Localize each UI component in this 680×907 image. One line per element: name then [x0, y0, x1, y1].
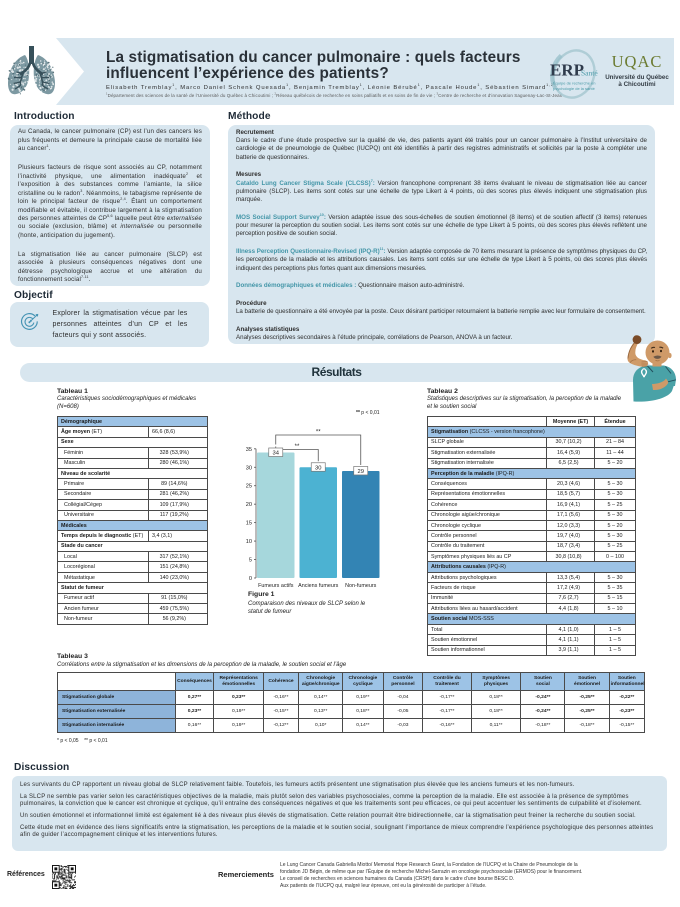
- svg-text:15: 15: [246, 521, 252, 527]
- svg-text:34: 34: [273, 450, 280, 456]
- svg-text:ERP: ERP: [550, 61, 584, 80]
- svg-text:10: 10: [246, 539, 252, 545]
- svg-text:Fumeurs actifs: Fumeurs actifs: [258, 583, 294, 589]
- svg-text:Équipe de recherche en: Équipe de recherche en: [553, 81, 595, 86]
- svg-text:30: 30: [246, 465, 252, 471]
- svg-text:5: 5: [249, 558, 252, 564]
- svg-text:20: 20: [246, 502, 252, 508]
- svg-text:30: 30: [315, 465, 321, 471]
- svg-text:Non-fumeurs: Non-fumeurs: [345, 583, 376, 589]
- svg-text:25: 25: [246, 484, 252, 490]
- svg-text:Santé: Santé: [581, 69, 598, 78]
- svg-text:**: **: [316, 430, 321, 436]
- svg-text:**: **: [295, 444, 300, 450]
- svg-text:psychologie de la santé: psychologie de la santé: [553, 86, 596, 91]
- svg-text:Anciens fumeurs: Anciens fumeurs: [298, 583, 338, 589]
- svg-text:0: 0: [249, 576, 252, 582]
- svg-text:35: 35: [246, 447, 252, 453]
- svg-text:29: 29: [358, 469, 364, 475]
